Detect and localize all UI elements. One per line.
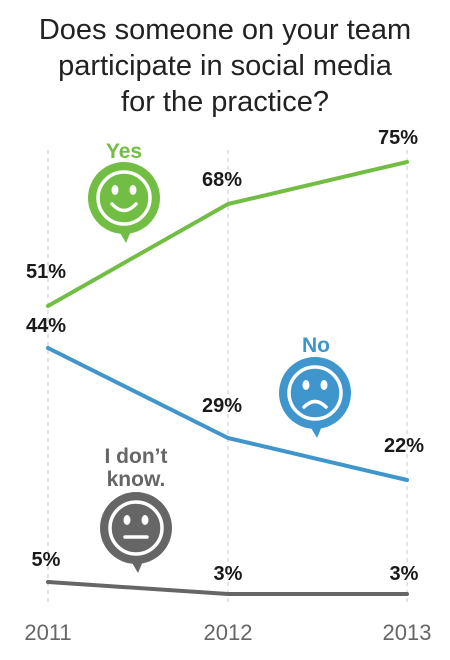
- neutral-face-icon: [100, 492, 172, 573]
- data-label-no: 22%: [384, 435, 424, 457]
- data-label-unknown: 3%: [390, 563, 419, 585]
- grid-layer: [47, 150, 408, 602]
- x-tick-label: 2011: [24, 620, 71, 645]
- data-point-unknown: [227, 593, 229, 595]
- data-point-unknown: [47, 581, 49, 583]
- data-label-unknown: 5%: [32, 549, 61, 571]
- smiley-face-icon: [88, 162, 160, 243]
- data-point-no: [47, 347, 49, 349]
- data-point-yes: [47, 305, 49, 307]
- series-name-unknown: I don’t know.: [105, 445, 168, 491]
- data-point-no: [406, 479, 408, 481]
- data-label-unknown: 3%: [214, 563, 243, 585]
- data-label-yes: 51%: [26, 261, 66, 283]
- x-tick-label: 2012: [204, 620, 253, 645]
- data-point-yes: [227, 203, 229, 205]
- data-label-yes: 75%: [378, 127, 418, 149]
- data-point-unknown: [406, 593, 408, 595]
- icons-layer: [88, 162, 351, 573]
- data-label-no: 29%: [202, 395, 242, 417]
- chart-title: Does someone on your team participate in…: [38, 14, 412, 118]
- data-label-no: 44%: [26, 315, 66, 337]
- data-point-no: [227, 437, 229, 439]
- series-name-no: No: [302, 334, 330, 357]
- frowning-face-icon: [279, 357, 351, 438]
- lines-layer: [46, 160, 409, 596]
- data-label-yes: 68%: [202, 169, 242, 191]
- x-tick-label: 2013: [383, 620, 432, 645]
- series-name-yes: Yes: [106, 140, 142, 163]
- data-point-yes: [406, 161, 408, 163]
- labels-layer: 51% 68% 75% 44% 29% 22% 5% 3% 3% Yes No I don’t know…: [26, 127, 424, 585]
- ticks-layer: 2011 2012 2013: [24, 620, 431, 645]
